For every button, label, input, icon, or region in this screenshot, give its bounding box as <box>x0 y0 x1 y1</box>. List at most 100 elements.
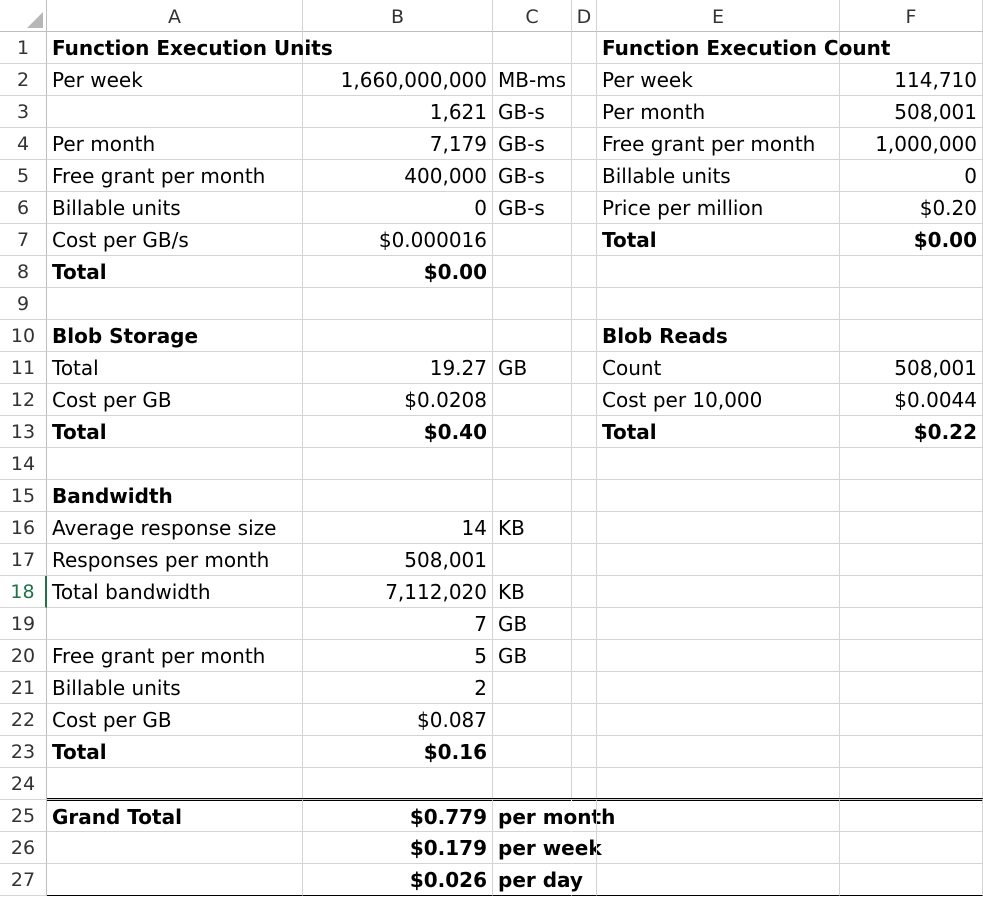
cell-c27[interactable]: per day <box>493 864 583 896</box>
cell-d5[interactable] <box>572 160 597 192</box>
row-header-22[interactable]: 22 <box>0 704 47 736</box>
cell-d9[interactable] <box>572 288 597 320</box>
cell-c2[interactable]: MB-ms <box>493 64 572 96</box>
cell-d12[interactable] <box>572 384 597 416</box>
column-header-e[interactable]: E <box>597 0 840 32</box>
row-header-18[interactable]: 18 <box>0 576 47 608</box>
cell-a22[interactable]: Cost per GB <box>47 704 303 736</box>
row-header-25[interactable]: 25 <box>0 800 47 832</box>
cell-c16[interactable]: KB <box>493 512 572 544</box>
cell-a17[interactable]: Responses per month <box>47 544 303 576</box>
row-header-13[interactable]: 13 <box>0 416 47 448</box>
cell-a13[interactable]: Total <box>47 416 303 448</box>
row-header-17[interactable]: 17 <box>0 544 47 576</box>
cell-d10[interactable] <box>572 320 597 352</box>
cell-b11[interactable]: 19.27 <box>303 352 493 384</box>
cell-e12[interactable]: Cost per 10,000 <box>597 384 840 416</box>
cell-e16[interactable] <box>597 512 840 544</box>
cell-e26[interactable] <box>597 832 840 864</box>
cell-e25[interactable] <box>597 798 840 832</box>
cell-c17[interactable] <box>493 544 572 576</box>
cell-d14[interactable] <box>572 448 597 480</box>
cell-c25[interactable]: per month <box>493 798 615 832</box>
cell-b15[interactable] <box>303 480 493 512</box>
cell-a21[interactable]: Billable units <box>47 672 303 704</box>
cell-b21[interactable]: 2 <box>303 672 493 704</box>
row-header-12[interactable]: 12 <box>0 384 47 416</box>
cell-c24[interactable] <box>493 768 572 800</box>
cell-f19[interactable] <box>840 608 983 640</box>
row-header-9[interactable]: 9 <box>0 288 47 320</box>
cell-b14[interactable] <box>303 448 493 480</box>
cell-e3[interactable]: Per month <box>597 96 840 128</box>
cell-f18[interactable] <box>840 576 983 608</box>
cell-f1[interactable] <box>840 32 983 64</box>
cell-e21[interactable] <box>597 672 840 704</box>
cell-f21[interactable] <box>840 672 983 704</box>
cell-f4[interactable]: 1,000,000 <box>840 128 983 160</box>
cell-d15[interactable] <box>572 480 597 512</box>
cell-e1[interactable]: Function Execution Count <box>597 32 890 64</box>
cell-d20[interactable] <box>572 640 597 672</box>
cell-b17[interactable]: 508,001 <box>303 544 493 576</box>
cell-e19[interactable] <box>597 608 840 640</box>
cell-a23[interactable]: Total <box>47 736 303 768</box>
cell-c14[interactable] <box>493 448 572 480</box>
cell-a1[interactable]: Function Execution Units <box>47 32 333 64</box>
cell-c8[interactable] <box>493 256 572 288</box>
column-header-c[interactable]: C <box>493 0 572 32</box>
cell-f14[interactable] <box>840 448 983 480</box>
cell-b5[interactable]: 400,000 <box>303 160 493 192</box>
cell-f13[interactable]: $0.22 <box>840 416 983 448</box>
row-header-21[interactable]: 21 <box>0 672 47 704</box>
row-header-10[interactable]: 10 <box>0 320 47 352</box>
cell-f15[interactable] <box>840 480 983 512</box>
cell-b4[interactable]: 7,179 <box>303 128 493 160</box>
cell-a4[interactable]: Per month <box>47 128 303 160</box>
cell-d6[interactable] <box>572 192 597 224</box>
cell-b6[interactable]: 0 <box>303 192 493 224</box>
cell-a2[interactable]: Per week <box>47 64 303 96</box>
cell-c19[interactable]: GB <box>493 608 572 640</box>
cell-b18[interactable]: 7,112,020 <box>303 576 493 608</box>
cell-f9[interactable] <box>840 288 983 320</box>
cell-f27[interactable] <box>840 864 983 896</box>
cell-f23[interactable] <box>840 736 983 768</box>
cell-f5[interactable]: 0 <box>840 160 983 192</box>
row-header-2[interactable]: 2 <box>0 64 47 96</box>
cell-c12[interactable] <box>493 384 572 416</box>
row-header-26[interactable]: 26 <box>0 832 47 864</box>
cell-b25[interactable]: $0.779 <box>303 798 493 832</box>
cell-e17[interactable] <box>597 544 840 576</box>
cell-d16[interactable] <box>572 512 597 544</box>
cell-f16[interactable] <box>840 512 983 544</box>
cell-b9[interactable] <box>303 288 493 320</box>
cell-e24[interactable] <box>597 768 840 800</box>
row-header-27[interactable]: 27 <box>0 864 47 896</box>
cell-a12[interactable]: Cost per GB <box>47 384 303 416</box>
cell-e18[interactable] <box>597 576 840 608</box>
cell-a20[interactable]: Free grant per month <box>47 640 303 672</box>
row-header-5[interactable]: 5 <box>0 160 47 192</box>
row-header-16[interactable]: 16 <box>0 512 47 544</box>
cell-d7[interactable] <box>572 224 597 256</box>
cell-b2[interactable]: 1,660,000,000 <box>303 64 493 96</box>
cell-b3[interactable]: 1,621 <box>303 96 493 128</box>
cell-a24[interactable] <box>47 768 303 800</box>
row-header-15[interactable]: 15 <box>0 480 47 512</box>
cell-d3[interactable] <box>572 96 597 128</box>
cell-c1[interactable] <box>493 32 572 64</box>
cell-b26[interactable]: $0.179 <box>303 832 493 864</box>
cell-d11[interactable] <box>572 352 597 384</box>
cell-b24[interactable] <box>303 768 493 800</box>
row-header-3[interactable]: 3 <box>0 96 47 128</box>
cell-b27[interactable]: $0.026 <box>303 864 493 896</box>
cell-e2[interactable]: Per week <box>597 64 840 96</box>
row-header-4[interactable]: 4 <box>0 128 47 160</box>
cell-d8[interactable] <box>572 256 597 288</box>
cell-a15[interactable]: Bandwidth <box>47 480 303 512</box>
cell-c13[interactable] <box>493 416 572 448</box>
column-header-d[interactable]: D <box>572 0 597 32</box>
cell-d1[interactable] <box>572 32 597 64</box>
cell-a26[interactable] <box>47 832 303 864</box>
